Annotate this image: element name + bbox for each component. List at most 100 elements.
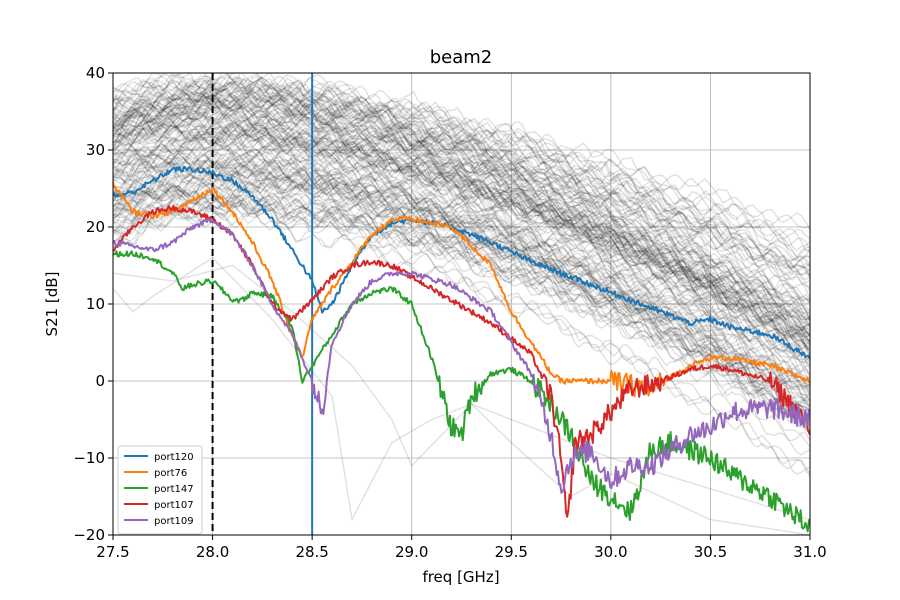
background-trace: [113, 112, 810, 348]
background-trace: [113, 103, 810, 267]
background-trace: [113, 95, 810, 337]
background-trace: [113, 172, 810, 425]
series-line-port76: [113, 181, 810, 398]
background-trace: [113, 117, 810, 348]
background-trace: [113, 76, 810, 279]
background-trace: [113, 136, 810, 304]
background-trace: [113, 120, 810, 358]
background-trace: [113, 199, 810, 422]
background-trace: [113, 148, 810, 332]
background-trace: [113, 135, 810, 357]
background-trace: [113, 195, 810, 364]
background-trace: [113, 75, 810, 300]
background-trace: [113, 106, 810, 321]
background-trace: [113, 90, 810, 382]
background-trace: [113, 76, 810, 281]
background-trace: [113, 192, 810, 410]
background-trace: [113, 87, 810, 358]
background-trace: [113, 188, 810, 414]
background-trace: [113, 152, 810, 319]
background-trace: [113, 96, 810, 344]
series-group: [113, 165, 810, 533]
background-trace: [113, 158, 810, 377]
background-trace: [113, 75, 810, 321]
legend-box: [117, 445, 203, 535]
y-tick-label: −10: [73, 449, 105, 467]
background-trace: [113, 201, 810, 456]
background-trace: [113, 86, 810, 273]
x-tick-label: 29.5: [495, 543, 528, 561]
background-trace: [113, 105, 810, 348]
background-trace: [113, 119, 810, 271]
background-trace: [113, 89, 810, 272]
background-trace: [113, 110, 810, 349]
x-tick-label: 29.0: [395, 543, 428, 561]
background-trace: [113, 127, 810, 329]
background-trace: [113, 75, 810, 229]
background-trace: [113, 101, 810, 360]
background-trace: [113, 151, 810, 403]
background-trace: [113, 85, 810, 320]
background-trace: [113, 153, 810, 433]
background-trace: [113, 133, 810, 327]
background-trace: [113, 164, 810, 361]
x-axis-ticks: 27.5 28.0 28.5 29.0 29.5 30.0 30.5 31.0: [96, 535, 827, 561]
background-trace: [113, 91, 810, 253]
x-tick-label: 28.0: [196, 543, 229, 561]
background-trace: [113, 133, 810, 339]
background-trace: [113, 179, 810, 429]
grid-lines: [112, 72, 811, 536]
background-trace: [113, 73, 810, 280]
background-trace: [113, 93, 810, 342]
legend: port120 port76 port147 port107 port109: [117, 445, 203, 535]
background-trace: [113, 96, 810, 373]
background-trace: [113, 182, 810, 417]
background-trace: [113, 111, 810, 335]
background-trace: [113, 86, 810, 259]
background-trace: [113, 121, 810, 388]
series-line-port109: [113, 217, 810, 494]
background-trace: [113, 161, 810, 418]
background-trace: [113, 119, 810, 269]
background-trace: [113, 123, 810, 329]
background-trace: [113, 85, 810, 259]
background-series-group: [113, 73, 810, 535]
background-trace: [113, 81, 810, 364]
background-trace: [113, 86, 810, 290]
background-trace: [113, 149, 810, 389]
background-trace: [113, 90, 810, 321]
background-trace: [113, 112, 810, 336]
background-trace: [113, 89, 810, 356]
background-trace: [113, 129, 810, 402]
background-trace: [113, 101, 810, 277]
background-trace: [113, 76, 810, 363]
y-tick-label: 40: [86, 64, 105, 82]
background-trace: [113, 111, 810, 340]
y-tick-label: −20: [73, 526, 105, 544]
y-axis-ticks: −20 −10 0 10 20 30 40: [73, 64, 113, 544]
background-trace: [113, 111, 810, 351]
background-trace: [113, 95, 810, 346]
background-trace: [113, 103, 810, 337]
background-trace: [113, 75, 810, 321]
background-trace: [113, 151, 810, 366]
background-trace: [113, 117, 810, 396]
background-trace: [113, 157, 810, 402]
legend-label: port76: [154, 468, 187, 479]
background-trace: [113, 104, 810, 320]
background-trace: [113, 93, 810, 353]
background-trace: [113, 73, 810, 273]
background-trace: [113, 116, 810, 303]
background-trace: [113, 73, 810, 344]
legend-label: port120: [154, 452, 194, 463]
background-trace: [113, 166, 810, 318]
series-line-port120: [113, 165, 810, 360]
background-trace: [113, 141, 810, 345]
background-trace: [113, 75, 810, 240]
background-trace: [113, 139, 810, 410]
background-trace: [113, 77, 810, 340]
background-trace: [113, 175, 810, 342]
x-tick-label: 30.5: [694, 543, 727, 561]
series-line-port147: [113, 250, 810, 533]
y-axis-label: S21 [dB]: [43, 272, 61, 337]
